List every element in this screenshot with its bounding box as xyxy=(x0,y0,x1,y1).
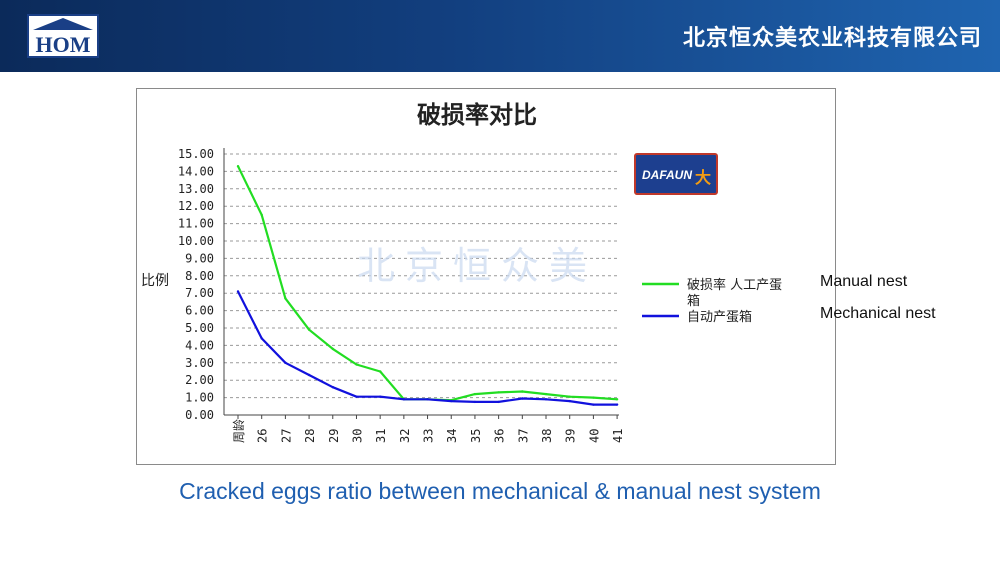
data-point xyxy=(592,403,595,406)
y-tick-label: 1.00 xyxy=(185,391,214,405)
data-point xyxy=(615,398,619,401)
x-tick-label: 30 xyxy=(350,429,364,443)
legend-label-0: 箱 xyxy=(687,293,700,309)
y-tick-label: 2.00 xyxy=(185,373,214,387)
y-tick-label: 3.00 xyxy=(185,356,214,370)
data-point xyxy=(402,398,406,401)
data-point xyxy=(592,396,595,399)
x-tick-label: 26 xyxy=(256,429,270,443)
chart-title: 破损率对比 xyxy=(417,101,537,129)
data-point xyxy=(497,391,500,394)
y-tick-label: 13.00 xyxy=(178,182,214,196)
x-tick-label: 33 xyxy=(422,429,436,443)
data-point xyxy=(355,395,358,398)
y-tick-label: 9.00 xyxy=(185,251,214,265)
header-bar: HOM 北京恒众美农业科技有限公司 xyxy=(0,0,1000,72)
x-tick-label: 40 xyxy=(587,429,601,443)
company-logo: HOM xyxy=(27,14,99,58)
x-tick-label: 37 xyxy=(516,429,530,443)
company-name: 北京恒众美农业科技有限公司 xyxy=(682,26,982,51)
y-tick-label: 5.00 xyxy=(185,321,214,335)
data-point xyxy=(331,386,334,389)
data-point xyxy=(307,373,311,377)
data-point xyxy=(568,395,571,398)
data-point xyxy=(544,392,548,396)
data-point xyxy=(521,397,524,400)
y-tick-label: 8.00 xyxy=(185,269,214,283)
legend-note-manual: Manual nest xyxy=(820,273,908,290)
x-tick-label: 27 xyxy=(279,429,293,443)
data-point xyxy=(544,398,548,401)
logo-text: HOM xyxy=(36,32,91,56)
y-tick-label: 4.00 xyxy=(185,338,214,352)
data-point xyxy=(260,337,263,340)
y-tick-label: 10.00 xyxy=(178,234,214,248)
data-point xyxy=(473,400,477,404)
x-tick-label: 29 xyxy=(327,429,341,443)
data-point xyxy=(379,395,382,398)
data-point xyxy=(284,297,287,300)
y-tick-label: 12.00 xyxy=(178,199,214,213)
chart-caption: Cracked eggs ratio between mechanical & … xyxy=(179,478,821,504)
x-tick-label: 39 xyxy=(564,429,578,443)
data-point xyxy=(331,347,334,351)
data-point xyxy=(568,399,571,403)
data-point xyxy=(450,399,453,403)
badge-box xyxy=(634,153,718,195)
chart-svg: 破损率对比 0.00 1.00 2.00 3.00 4.00 5.00 6.00 7.00 8.0… xyxy=(141,101,782,443)
data-point xyxy=(379,370,382,373)
data-point xyxy=(615,403,619,406)
data-point xyxy=(307,328,311,331)
y-tick-label: 6.00 xyxy=(185,304,214,318)
data-point xyxy=(236,290,240,293)
data-point xyxy=(355,363,358,366)
legend-label-0: 破损率 人工产蛋 xyxy=(687,277,782,293)
x-tick-label: 周龄 xyxy=(232,419,246,443)
x-tick-label: 35 xyxy=(469,429,483,443)
data-point xyxy=(260,213,263,217)
x-tick-label: 34 xyxy=(445,429,459,443)
y-tick-label: 14.00 xyxy=(178,164,214,178)
y-axis-label: 比例 xyxy=(141,273,169,289)
y-tick-label: 0.00 xyxy=(185,408,214,422)
legend-note-mechanical: Mechanical nest xyxy=(820,305,936,322)
data-point xyxy=(236,165,240,168)
x-tick-label: 28 xyxy=(303,429,317,443)
data-point xyxy=(426,398,429,401)
y-tick-label: 15.00 xyxy=(178,147,214,161)
y-tick-label: 11.00 xyxy=(178,217,214,231)
data-point xyxy=(497,400,500,404)
y-tick-label: 7.00 xyxy=(185,286,214,300)
x-tick-label: 36 xyxy=(493,429,507,443)
chart-panel: 破损率对比 0.00 1.00 2.00 3.00 4.00 5.00 6.00 7.00 8.0… xyxy=(136,88,836,465)
badge-mark: 大 xyxy=(695,168,711,187)
x-tick-label: 31 xyxy=(374,429,388,443)
x-tick-label: 38 xyxy=(540,429,554,443)
legend-label-1: 自动产蛋箱 xyxy=(687,309,752,325)
x-tick-label: 41 xyxy=(611,429,625,443)
data-point xyxy=(284,361,287,364)
data-point xyxy=(473,392,477,396)
x-tick-label: 32 xyxy=(398,429,412,443)
badge-text: DAFAUN xyxy=(642,168,692,182)
watermark-text: 北京恒众美 xyxy=(357,244,597,288)
series-line-1 xyxy=(237,291,618,406)
data-point xyxy=(521,390,524,393)
